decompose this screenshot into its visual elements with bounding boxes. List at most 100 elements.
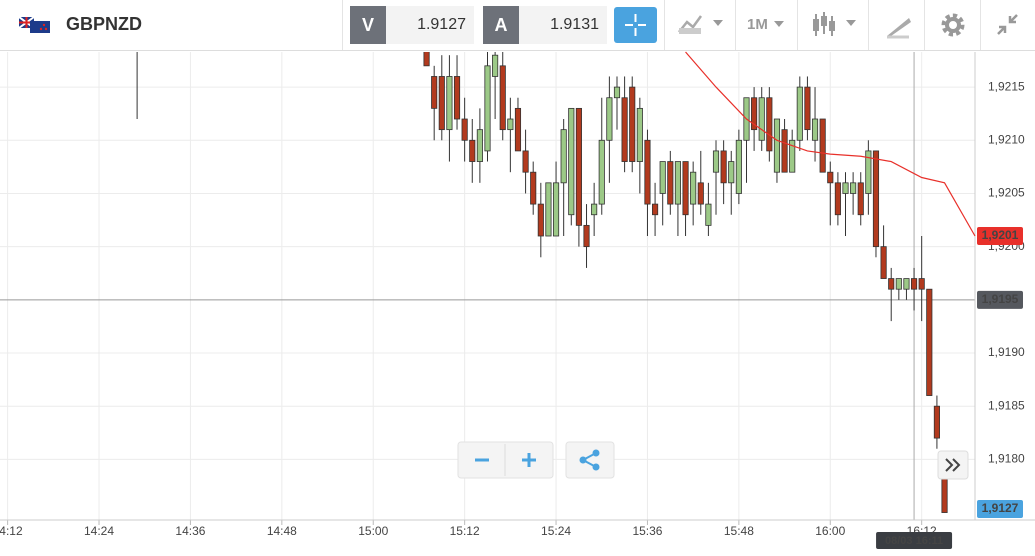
x-tick-label: 15:00	[358, 524, 388, 538]
toolbar: GBPNZD V 1.9127 A 1.9131 1M	[0, 0, 1035, 51]
candle-body	[933, 405, 940, 439]
y-tick-label: 1,9215	[988, 79, 1025, 93]
candle-body	[522, 150, 529, 173]
candle-body	[552, 182, 560, 237]
moving-average	[685, 51, 976, 237]
y-tick-label: 1,9210	[988, 132, 1025, 146]
candle-body	[918, 278, 925, 290]
candle-body	[598, 139, 605, 205]
candle-body	[720, 150, 727, 184]
candle-body	[926, 288, 933, 396]
candle-body	[484, 65, 491, 152]
candle-body	[811, 118, 819, 141]
ma-label-box	[977, 227, 1023, 246]
candle-body	[804, 86, 811, 131]
candle-body	[659, 161, 666, 194]
ask-label-box	[977, 500, 1023, 518]
ask-button[interactable]: A	[483, 6, 519, 44]
candle-body	[903, 278, 910, 290]
candle-body	[431, 76, 438, 109]
x-tick-label: 14:24	[84, 524, 114, 538]
candle-body	[537, 203, 544, 237]
x-tick-label: 16:00	[815, 524, 845, 538]
candle-body	[438, 76, 445, 131]
plot-area	[0, 52, 975, 520]
candle-body	[850, 182, 857, 194]
candle-body	[712, 150, 720, 173]
crosshair-label: 08/03 16:11	[885, 535, 943, 547]
candle-body	[514, 107, 522, 152]
candle-body	[469, 139, 476, 162]
candle-body	[827, 171, 834, 184]
y-tick-label: 1,9205	[988, 186, 1025, 200]
last-price-label-box	[977, 290, 1023, 309]
candle-body	[682, 161, 689, 216]
bid-price: 1.9127	[386, 6, 474, 44]
candle-body	[834, 182, 841, 216]
collapse-button[interactable]	[993, 10, 1023, 40]
candle-body	[728, 161, 735, 184]
candle-body	[674, 161, 681, 205]
candle-body	[621, 97, 628, 162]
x-tick-label: 15:24	[541, 524, 571, 538]
timeframe-dropdown[interactable]: 1M	[747, 16, 768, 33]
candle-body	[880, 246, 887, 279]
candle-body	[910, 278, 918, 290]
candle-body	[568, 107, 575, 216]
candle-body	[690, 171, 697, 205]
ma-label: 1,9201	[982, 228, 1019, 242]
candle-body	[507, 118, 514, 131]
candle-body	[781, 129, 788, 173]
bid-button[interactable]: V	[350, 6, 386, 44]
zoom-in[interactable]	[522, 453, 536, 467]
draw-tool-button[interactable]	[883, 10, 913, 40]
x-tick-label: 15:48	[724, 524, 754, 538]
candle-body	[758, 97, 765, 141]
candle-body	[545, 182, 552, 237]
candle-body	[865, 150, 872, 194]
chart-type-dropdown[interactable]	[675, 10, 735, 40]
candle-body	[789, 139, 796, 173]
candle-body	[591, 203, 598, 216]
x-tick-label: 14:48	[267, 524, 297, 538]
candle-body	[453, 76, 461, 120]
candle-body	[583, 224, 590, 248]
candle-body	[872, 150, 880, 248]
candle-body	[705, 203, 712, 226]
candle-body	[652, 203, 659, 216]
settings-button[interactable]	[938, 10, 968, 40]
candle-body	[773, 118, 781, 173]
candle-type-dropdown[interactable]	[810, 10, 860, 40]
candle-body	[667, 161, 674, 205]
y-tick-label: 1,9180	[988, 452, 1025, 466]
zoom-controls	[457, 441, 615, 479]
candle-body	[423, 52, 430, 67]
candle-body	[796, 86, 803, 141]
candle-body	[636, 107, 643, 162]
last-price-label: 1,9195	[982, 292, 1019, 306]
candle-body	[888, 278, 895, 290]
scroll-right-button[interactable]	[937, 450, 969, 480]
candle-body	[895, 278, 902, 290]
share-button[interactable]	[565, 441, 615, 479]
x-tick-label: 15:12	[450, 524, 480, 538]
candle-body	[842, 182, 849, 194]
candle-body	[446, 76, 453, 131]
candle-body	[499, 65, 506, 131]
x-tick-label: 14:36	[175, 524, 205, 538]
candle-body	[492, 54, 499, 77]
candle-body	[697, 182, 704, 205]
symbol[interactable]: GBPNZD	[66, 14, 142, 34]
candle-body	[613, 86, 621, 99]
x-tick-label: 14:12	[0, 524, 23, 538]
y-tick-label: 1,9190	[988, 345, 1025, 359]
ask-label: 1,9127	[982, 501, 1019, 515]
candle-body	[530, 171, 537, 205]
candle-body	[857, 182, 864, 216]
candle-body	[735, 139, 742, 194]
crosshair-button[interactable]	[614, 7, 657, 43]
x-tick-label: 15:36	[632, 524, 662, 538]
candle-body	[644, 139, 651, 205]
